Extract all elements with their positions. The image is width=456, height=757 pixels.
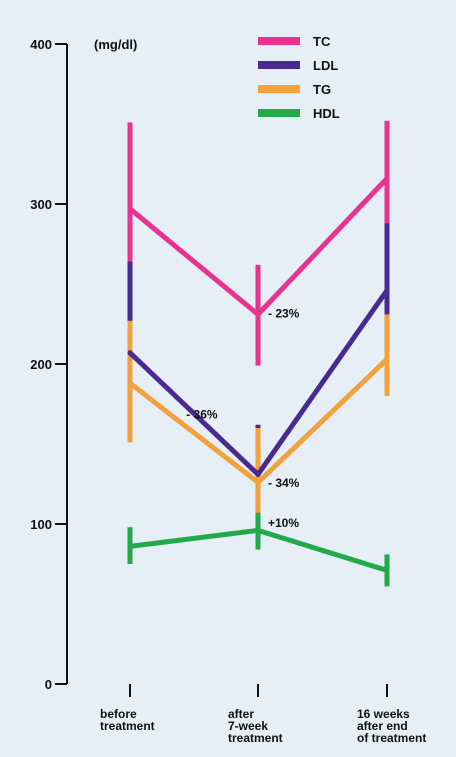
unit-label: (mg/dl) [94,37,137,52]
x-category-label: treatment [228,731,283,745]
data-point [255,471,261,477]
annotation-label: - 23% [268,307,300,321]
data-point [384,287,390,293]
x-category-label: of treatment [357,731,426,745]
x-category-label: treatment [100,719,155,733]
x-category-label: 7-week [228,719,268,733]
data-point [255,311,261,317]
legend-label: HDL [313,106,340,121]
x-category-label: after end [357,719,408,733]
annotation-label: +10% [268,516,299,530]
annotation-label: - 36% [186,407,218,421]
x-category-label: before [100,707,137,721]
data-point [127,350,133,356]
data-point [384,356,390,362]
annotation-label: - 34% [268,476,300,490]
data-point [127,543,133,549]
data-point [127,380,133,386]
legend-label: TG [313,82,331,97]
y-tick-label: 100 [30,517,52,532]
y-tick-label: 300 [30,197,52,212]
y-tick-label: 200 [30,357,52,372]
legend-label: LDL [313,58,338,73]
data-point [127,206,133,212]
data-point [384,175,390,181]
x-category-label: after [228,707,254,721]
data-point [255,527,261,533]
data-point [255,479,261,485]
y-tick-label: 0 [45,677,52,692]
y-tick-label: 400 [30,37,52,52]
x-category-label: 16 weeks [357,707,410,721]
legend-label: TC [313,34,331,49]
data-point [384,567,390,573]
